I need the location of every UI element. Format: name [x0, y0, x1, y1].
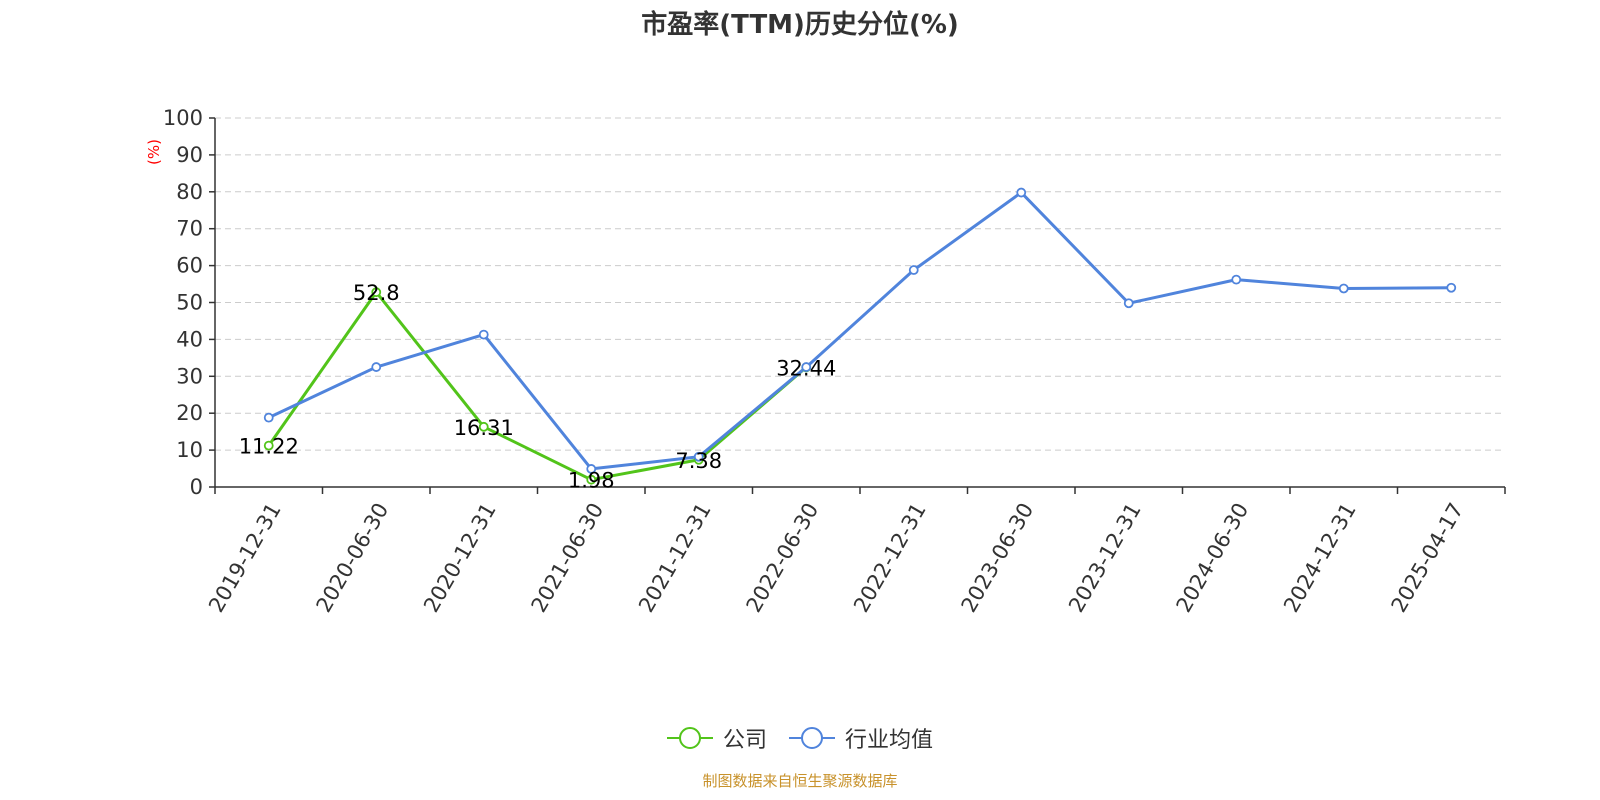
x-tick-label: 2024-06-30: [1172, 499, 1254, 617]
y-axis-label: (%): [145, 139, 163, 165]
data-point-industry: [1231, 274, 1242, 285]
y-tick-label: 20: [176, 401, 203, 425]
legend-item-industry[interactable]: 行业均值: [789, 722, 933, 754]
data-point-industry: [1446, 282, 1457, 293]
y-tick-label: 80: [176, 180, 203, 204]
chart-title: 市盈率(TTM)历史分位(%): [641, 10, 959, 40]
series-lines: [267, 191, 1452, 482]
x-tick-label: 2023-12-31: [1064, 499, 1146, 617]
data-point-company: [371, 287, 382, 298]
legend-label-industry: 行业均值: [845, 728, 934, 753]
data-point-industry: [693, 451, 704, 462]
x-tick-label: 2019-12-31: [204, 499, 286, 617]
y-tick-label: 40: [176, 327, 203, 351]
y-tick-label: 90: [176, 143, 203, 167]
data-point-industry: [586, 464, 597, 474]
data-label: 16.31: [454, 416, 514, 440]
x-tick-label: 2024-12-31: [1279, 499, 1361, 617]
grid-lines: [215, 117, 1505, 451]
data-point-industry: [1338, 283, 1349, 294]
x-tick-label: 2022-06-30: [742, 499, 824, 617]
y-tick-label: 30: [176, 364, 203, 388]
data-point-company: [263, 440, 274, 451]
y-tick-label: 50: [176, 291, 203, 315]
data-label: 1.98: [568, 469, 615, 493]
x-tick-label: 2020-12-31: [419, 499, 501, 617]
data-label: 7.38: [675, 449, 722, 473]
x-tick-label: 2023-06-30: [957, 499, 1039, 617]
data-point-industry: [1016, 187, 1027, 198]
data-label: 32.44: [776, 356, 836, 380]
y-tick-label: 10: [176, 438, 203, 462]
data-point-company: [586, 474, 597, 485]
x-tick-label: 2021-12-31: [634, 499, 716, 617]
x-axis: 2019-12-31 2020-06-30 2020-12-31 2021-06-30…: [204, 486, 1506, 617]
legend-industry-line-icon: [789, 727, 835, 749]
data-labels: 11.22 52.8 16.31 1.98 7.38 32.44: [239, 281, 837, 493]
data-label: 11.22: [239, 435, 299, 459]
data-point-industry: [908, 265, 919, 275]
data-point-company: [478, 421, 489, 432]
x-tick-label: 2020-06-30: [312, 499, 394, 617]
x-tick-label: 2022-12-31: [849, 499, 931, 617]
data-point-industry: [801, 362, 812, 372]
data-label: 52.8: [353, 281, 400, 305]
y-tick-label: 100: [163, 106, 203, 130]
data-point-industry: [1123, 298, 1134, 309]
legend-company-line-icon: [666, 727, 713, 749]
y-tick-label: 0: [190, 475, 203, 499]
legend: 公司 行业均值: [0, 722, 1600, 754]
y-tick-label: 60: [176, 254, 203, 278]
y-axis: 0 10 20 30 40 50 60 70 80 90 100: [163, 106, 216, 499]
y-tick-label: 70: [176, 217, 203, 241]
data-point-industry: [263, 412, 274, 423]
series-line-company: [267, 290, 808, 482]
x-tick-label: 2025-04-17: [1387, 499, 1469, 617]
source-note: 制图数据来自恒生聚源数据库: [702, 772, 898, 790]
series-line-industry: [268, 191, 1452, 471]
data-point-industry: [371, 362, 382, 372]
x-tick-label: 2021-06-30: [527, 499, 609, 617]
data-point-industry: [478, 329, 489, 340]
series-points: [263, 187, 1457, 485]
legend-item-company[interactable]: 公司: [666, 722, 767, 754]
legend-label-company: 公司: [722, 728, 767, 753]
